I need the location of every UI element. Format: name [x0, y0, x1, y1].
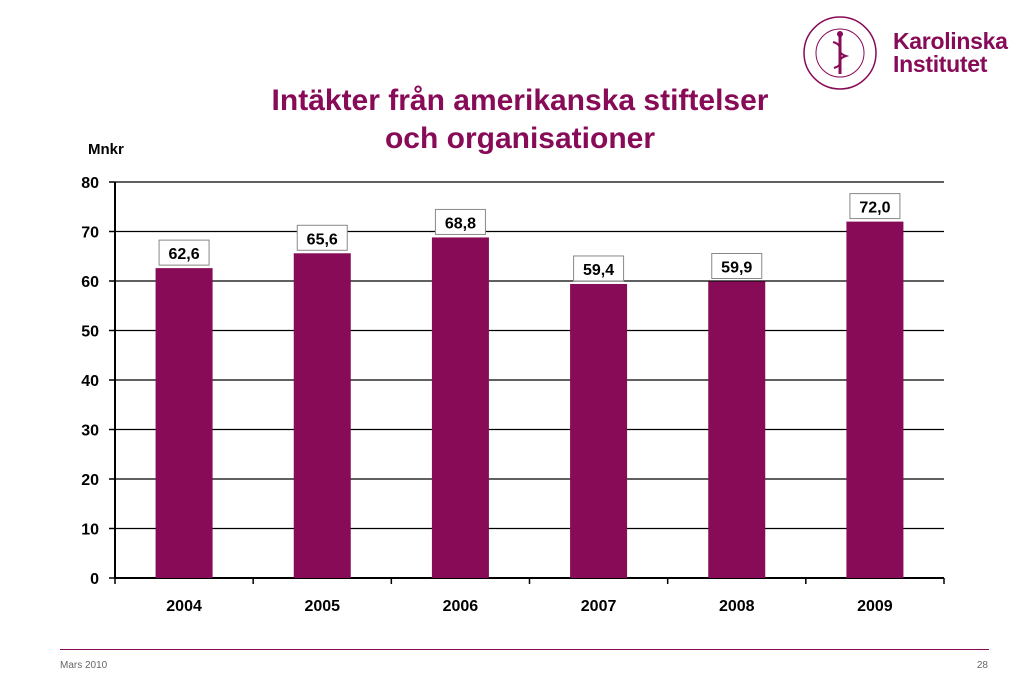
data-label: 72,0: [859, 200, 890, 217]
slide-title: Intäkter från amerikanska stiftelser och…: [180, 82, 860, 158]
bar-2006: [431, 237, 489, 578]
data-label-box: [849, 193, 901, 220]
x-tick-label: 2007: [581, 598, 617, 615]
footer-divider: [60, 649, 989, 650]
data-label: 65,6: [307, 231, 338, 248]
y-tick-label: 60: [81, 274, 99, 291]
data-label: 68,8: [445, 215, 476, 232]
title-line-2: och organisationer: [384, 122, 656, 155]
y-tick-label: 10: [81, 522, 99, 539]
data-label-box: [434, 208, 486, 235]
data-label-box: [711, 252, 763, 279]
bar-2004: [155, 268, 213, 578]
y-axis-unit-label: Mnkr: [88, 141, 124, 158]
title-line-1: Intäkter från amerikanska stiftelser: [271, 84, 769, 117]
y-tick-label: 40: [81, 373, 99, 390]
bar-2007: [570, 283, 628, 578]
y-tick-label: 80: [81, 175, 99, 192]
data-label-box: [158, 239, 210, 266]
footer-date: Mars 2010: [60, 660, 108, 671]
bar-2005: [293, 253, 351, 578]
data-label: 59,9: [721, 259, 752, 276]
y-tick-label: 70: [81, 225, 99, 242]
x-tick-label: 2005: [304, 598, 340, 615]
y-tick-label: 50: [81, 324, 99, 341]
y-tick-label: 20: [81, 472, 99, 489]
logo-line-1: Karolinska: [893, 28, 1008, 54]
data-label-box: [296, 224, 348, 251]
x-tick-label: 2006: [443, 598, 479, 615]
y-tick-label: 30: [81, 423, 99, 440]
data-label-box: [573, 255, 625, 282]
data-label: 62,6: [169, 246, 200, 263]
bar-2009: [846, 221, 904, 578]
x-tick-label: 2009: [857, 598, 893, 615]
x-tick-label: 2004: [166, 598, 202, 615]
seal-icon: [803, 16, 877, 90]
data-label: 59,4: [583, 262, 614, 279]
bar-2008: [708, 281, 766, 578]
page-number: 28: [976, 660, 988, 671]
x-tick-label: 2008: [719, 598, 755, 615]
y-tick-label: 0: [90, 571, 99, 588]
logo-line-2: Institutet: [893, 51, 988, 77]
logo-wordmark: Karolinska Institutet: [893, 30, 1008, 76]
